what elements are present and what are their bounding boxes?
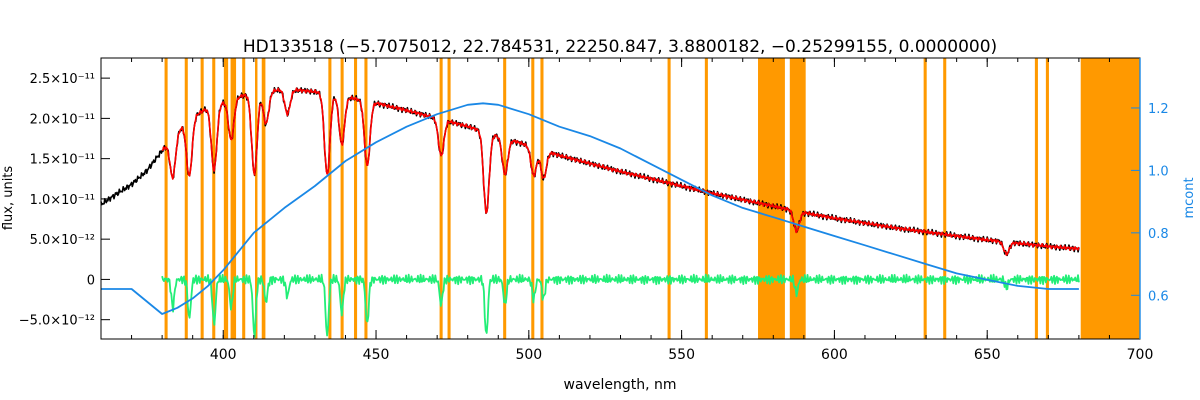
masked-region	[758, 58, 785, 339]
y-tick-label: 5.0×10⁻¹²	[30, 233, 95, 248]
masked-region	[164, 58, 168, 339]
x-tick-label: 600	[821, 347, 848, 363]
y-tick-label: −5.0×10⁻¹²	[19, 314, 95, 329]
masked-region	[184, 58, 188, 339]
series-lines	[100, 86, 1080, 338]
y-right-tick-label: 1.0	[1148, 164, 1169, 179]
masked-region	[789, 58, 806, 339]
x-tick-label: 700	[1127, 347, 1154, 363]
y-axis-label: flux, units	[1, 166, 16, 231]
masked-region	[340, 58, 344, 339]
series-line	[101, 102, 1079, 315]
x-tick-label: 650	[974, 347, 1001, 363]
x-axis-label: wavelength, nm	[564, 377, 677, 393]
masked-region	[1080, 58, 1140, 339]
masked-region	[364, 58, 368, 339]
masked-region	[447, 58, 451, 339]
x-tick-label: 400	[210, 347, 237, 363]
x-axis: 400 450 500 550 600 650 700	[100, 58, 1154, 363]
masked-region	[255, 58, 258, 339]
masked-region	[667, 58, 671, 339]
y-tick-label: 1.5×10⁻¹¹	[30, 153, 95, 168]
masked-region	[503, 58, 507, 339]
masked-region	[242, 58, 246, 339]
masked-region	[531, 58, 535, 339]
y-right-tick-label: 0.6	[1148, 289, 1169, 304]
masked-region	[328, 58, 332, 339]
masked-region	[200, 58, 204, 339]
series-line	[161, 273, 1080, 338]
masked-region	[1034, 58, 1038, 339]
masked-region	[943, 58, 947, 339]
series-line	[161, 87, 1080, 256]
y-tick-label: 2.0×10⁻¹¹	[30, 112, 95, 127]
masked-region	[540, 58, 544, 339]
y-tick-label: 2.5×10⁻¹¹	[30, 72, 95, 87]
y-right-tick-label: 1.2	[1148, 102, 1169, 117]
y-axis-label-right: mcont	[1182, 177, 1197, 218]
y-axis-left: −5.0×10⁻¹² 0 5.0×10⁻¹² 1.0×10⁻¹¹ 1.5×10⁻¹¹ 2.…	[19, 72, 110, 329]
x-tick-label: 550	[668, 347, 695, 363]
y-axis-right: 0.6 0.8 1.0 1.2	[1131, 58, 1169, 339]
masked-region	[704, 58, 708, 339]
x-tick-label: 450	[363, 347, 390, 363]
y-tick-label: 1.0×10⁻¹¹	[30, 193, 95, 208]
masked-regions	[164, 58, 1140, 339]
masked-region	[439, 58, 443, 339]
y-right-tick-label: 0.8	[1148, 227, 1169, 242]
chart-title: HD133518 (−5.7075012, 22.784531, 22250.8…	[243, 37, 997, 57]
masked-region	[261, 58, 266, 339]
x-tick-label: 500	[515, 347, 542, 363]
masked-region	[354, 58, 358, 339]
masked-region	[230, 58, 237, 339]
masked-region	[923, 58, 927, 339]
masked-region	[223, 58, 229, 339]
y-tick-label: 0	[87, 273, 95, 288]
series-line	[100, 86, 1080, 257]
masked-region	[1045, 58, 1049, 339]
masked-region	[212, 58, 216, 339]
